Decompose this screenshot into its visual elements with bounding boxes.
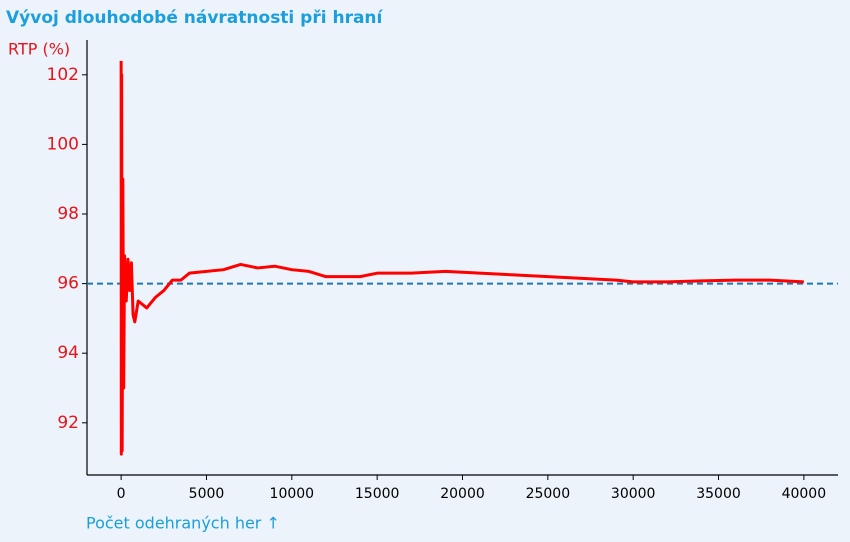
y-tick-label: 92 xyxy=(57,413,79,433)
x-tick-label: 5000 xyxy=(189,486,225,502)
y-tick-label: 98 xyxy=(57,204,79,224)
x-tick-label: 35000 xyxy=(696,486,741,502)
chart-title: Vývoj dlouhodobé návratnosti při hraní xyxy=(6,8,384,28)
x-tick-label: 30000 xyxy=(611,486,656,502)
x-axis-label: Počet odehraných her ↑ xyxy=(86,514,280,533)
y-axis-label: RTP (%) xyxy=(8,40,70,59)
x-tick-label: 0 xyxy=(117,486,126,502)
y-tick-label: 102 xyxy=(47,65,79,85)
y-tick-label: 96 xyxy=(57,274,79,294)
x-tick-label: 10000 xyxy=(270,486,315,502)
y-tick-label: 100 xyxy=(47,134,79,154)
y-tick-label: 94 xyxy=(57,343,79,363)
data-line xyxy=(119,60,804,456)
x-tick-label: 15000 xyxy=(355,486,400,502)
x-tick-label: 40000 xyxy=(782,486,827,502)
x-tick-label: 20000 xyxy=(440,486,485,502)
x-tick-label: 25000 xyxy=(526,486,571,502)
